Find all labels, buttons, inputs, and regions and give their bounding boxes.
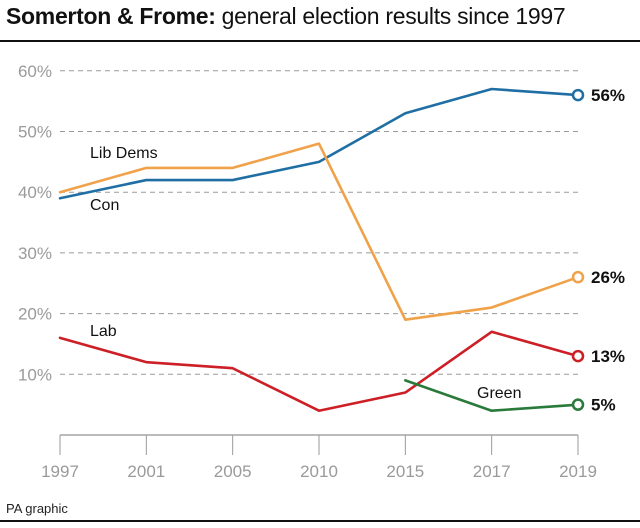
x-tick-label: 2015 bbox=[386, 462, 424, 481]
end-marker-green bbox=[571, 398, 585, 411]
chart-title: Somerton & Frome: general election resul… bbox=[6, 3, 566, 30]
y-tick-label: 10% bbox=[18, 365, 52, 384]
x-tick-label: 2005 bbox=[214, 462, 252, 481]
x-tick-label: 1997 bbox=[41, 462, 79, 481]
end-marker-lab bbox=[571, 349, 585, 363]
y-tick-label: 20% bbox=[18, 305, 52, 324]
series-line-con bbox=[58, 87, 580, 200]
series-lines bbox=[58, 87, 585, 413]
x-tick-label: 2019 bbox=[559, 462, 597, 481]
title-rule bbox=[0, 40, 640, 42]
end-marker-lib-dems bbox=[571, 270, 585, 284]
series-labels: 56% Con 26% Lib Dems 13% Lab 5% Green bbox=[90, 86, 625, 415]
series-name-label-green: Green bbox=[477, 385, 521, 402]
gridlines: 10% 20% 30% 40% 50% 60% bbox=[18, 62, 578, 384]
chart-title-rest: general election results since 1997 bbox=[215, 3, 566, 29]
end-value-label-lab: 13% bbox=[591, 347, 625, 366]
series-line-lab bbox=[58, 330, 580, 413]
end-marker-con bbox=[571, 88, 585, 102]
series-name-label-lib-dems: Lib Dems bbox=[90, 145, 158, 162]
series-line-green bbox=[404, 379, 580, 413]
source-credit: PA graphic bbox=[6, 501, 68, 516]
x-tick-label: 2001 bbox=[127, 462, 165, 481]
x-axis: 1997 2001 2005 2010 2015 2017 2019 bbox=[41, 434, 597, 481]
end-value-label-con: 56% bbox=[591, 86, 625, 105]
end-value-label-lib-dems: 26% bbox=[591, 268, 625, 287]
y-tick-label: 30% bbox=[18, 244, 52, 263]
chart-title-bold: Somerton & Frome: bbox=[6, 3, 216, 29]
y-tick-label: 60% bbox=[18, 62, 52, 81]
y-tick-label: 50% bbox=[18, 123, 52, 142]
end-value-label-green: 5% bbox=[591, 396, 616, 415]
series-line-lib-dems bbox=[58, 142, 580, 321]
x-tick-label: 2010 bbox=[300, 462, 338, 481]
x-tick-label: 2017 bbox=[473, 462, 511, 481]
series-name-label-lab: Lab bbox=[90, 323, 117, 340]
footer-rule bbox=[0, 520, 640, 522]
y-tick-label: 40% bbox=[18, 183, 52, 202]
series-name-label-con: Con bbox=[90, 197, 119, 214]
